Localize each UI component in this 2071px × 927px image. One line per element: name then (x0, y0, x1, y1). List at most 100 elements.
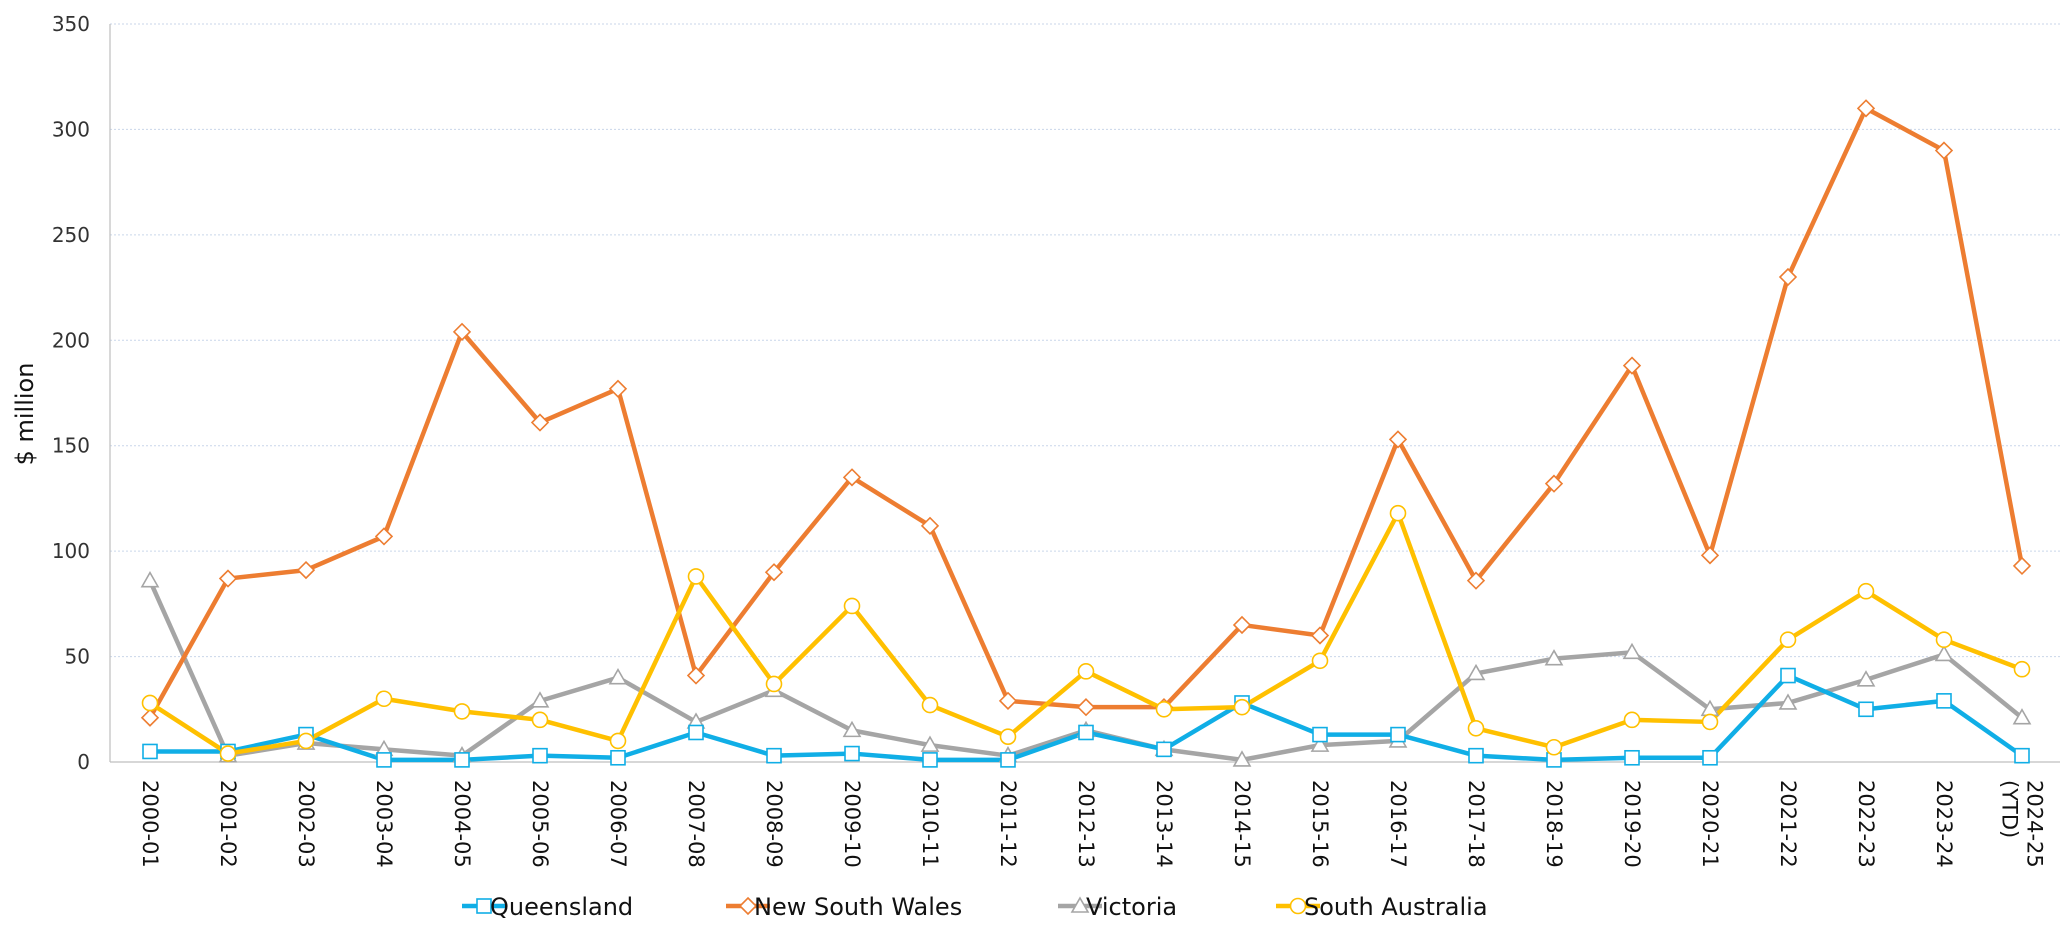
data-point-south-australia (453, 703, 471, 720)
data-point-south-australia (1467, 719, 1485, 737)
x-tick-label: 2024-25 (2023, 780, 2047, 868)
x-tick-label: 2018-19 (1542, 780, 1566, 868)
data-point-victoria (1544, 649, 1564, 666)
data-point-new-south-wales (998, 691, 1018, 710)
x-tick-label: 2004-05 (450, 780, 474, 868)
data-point-new-south-wales (1934, 141, 1954, 160)
x-tick-label: 2002-03 (294, 780, 318, 868)
data-point-queensland (376, 752, 392, 768)
data-point-south-australia (1623, 711, 1641, 729)
y-tick-label: 0 (77, 750, 90, 774)
data-point-victoria (1856, 670, 1876, 687)
data-point-victoria (140, 571, 160, 588)
legend-label: Queensland (490, 893, 633, 921)
data-point-queensland (1468, 747, 1484, 764)
x-tick-label: 2007-08 (684, 780, 708, 868)
data-point-south-australia (1779, 631, 1797, 649)
data-point-south-australia (297, 732, 315, 750)
x-tick-label: 2021-22 (1776, 780, 1800, 868)
legend-marker-swatch (738, 896, 758, 916)
data-point-queensland (1078, 724, 1094, 741)
x-tick-label: 2003-04 (372, 780, 396, 868)
data-point-south-australia (609, 732, 627, 750)
y-tick-label: 300 (52, 117, 90, 141)
data-point-south-australia (2013, 660, 2031, 678)
data-point-new-south-wales (1700, 546, 1720, 565)
data-point-new-south-wales (1466, 571, 1486, 590)
data-point-queensland (1000, 752, 1016, 768)
data-point-south-australia (375, 690, 393, 708)
data-point-queensland (2014, 747, 2030, 764)
y-tick-label: 150 (52, 434, 90, 458)
series-line-new-south-wales (147, 106, 2025, 720)
x-tick-label: 2010-11 (918, 780, 942, 868)
x-tick-label: 2009-10 (840, 780, 864, 868)
data-point-queensland (766, 747, 782, 764)
data-point-new-south-wales (920, 516, 940, 535)
data-point-new-south-wales (296, 560, 316, 580)
series-markers (140, 99, 2032, 768)
y-tick-label: 100 (52, 539, 90, 563)
data-point-new-south-wales (1544, 474, 1564, 493)
data-point-victoria (1934, 644, 1954, 662)
data-point-south-australia (1155, 700, 1173, 718)
series-line-south-australia (147, 510, 2025, 756)
legend-label: Victoria (1086, 893, 1177, 921)
y-tick-label: 200 (52, 328, 90, 352)
x-tick-label: 2022-23 (1854, 780, 1878, 868)
legend-marker-swatch (476, 898, 492, 914)
data-point-new-south-wales (1856, 99, 1876, 118)
x-tick-label: (YTD) (1998, 780, 2022, 838)
legend-marker-swatch (1289, 897, 1307, 915)
data-point-queensland (1624, 749, 1640, 766)
data-point-queensland (1702, 749, 1718, 766)
data-point-south-australia (1077, 663, 1095, 680)
x-tick-label: 2023-24 (1932, 780, 1956, 868)
y-tick-label: 50 (65, 645, 90, 669)
data-point-south-australia (687, 568, 705, 585)
data-point-victoria (608, 668, 628, 685)
data-point-victoria (1466, 663, 1486, 681)
data-point-new-south-wales (218, 569, 238, 588)
legend-item-new-south-wales: New South Wales (726, 893, 962, 921)
data-point-south-australia (765, 675, 783, 693)
x-tick-label: 2013-14 (1152, 780, 1176, 868)
data-point-new-south-wales (374, 527, 394, 546)
legend-marker-swatch (1070, 896, 1090, 913)
data-point-victoria (1232, 750, 1252, 767)
x-tick-label: 2005-06 (528, 780, 552, 868)
data-point-queensland (1936, 693, 1952, 709)
y-tick-labels: 0 50 100 150 200 250 300 350 (52, 12, 90, 774)
x-tick-label: 2011-12 (996, 780, 1020, 868)
x-tick-label: 2019-20 (1620, 780, 1644, 868)
data-point-new-south-wales (140, 708, 160, 727)
x-tick-label: 2000-01 (138, 780, 162, 868)
data-point-queensland (1156, 741, 1172, 758)
legend-label: New South Wales (754, 893, 962, 921)
data-point-queensland (922, 752, 938, 768)
x-tick-label: 2006-07 (606, 780, 630, 868)
data-point-victoria (842, 720, 862, 738)
y-tick-label: 350 (52, 12, 90, 36)
data-point-south-australia (1935, 631, 1953, 649)
legend-item-south-australia: South Australia (1276, 893, 1488, 921)
x-tick-label: 2001-02 (216, 780, 240, 868)
data-point-victoria (530, 691, 550, 708)
data-point-new-south-wales (842, 468, 862, 487)
data-point-new-south-wales (686, 666, 706, 685)
data-point-new-south-wales (1622, 356, 1642, 375)
data-point-new-south-wales (1388, 430, 1408, 449)
data-point-south-australia (1233, 698, 1251, 716)
data-point-south-australia (1545, 738, 1563, 756)
data-point-new-south-wales (1310, 626, 1330, 645)
x-tick-label: 2017-18 (1464, 780, 1488, 868)
data-point-victoria (920, 735, 940, 752)
data-point-victoria (2012, 708, 2032, 725)
data-point-south-australia (1857, 582, 1875, 600)
data-point-south-australia (921, 696, 939, 714)
x-tick-label: 2020-21 (1698, 780, 1722, 868)
data-point-south-australia (999, 728, 1017, 745)
y-axis-title: $ million (11, 363, 39, 466)
